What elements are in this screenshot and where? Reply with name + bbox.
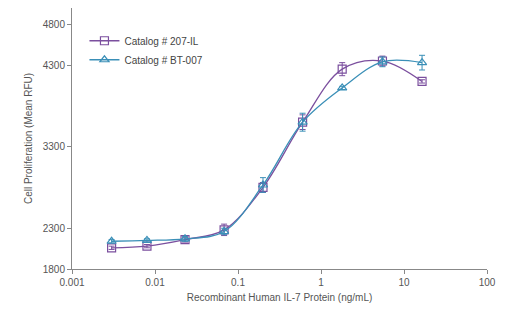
svg-text:Cell Proliferation (Mean RFU): Cell Proliferation (Mean RFU) bbox=[23, 73, 34, 204]
svg-text:4800: 4800 bbox=[43, 19, 66, 30]
svg-text:0.001: 0.001 bbox=[59, 277, 84, 288]
svg-text:3300: 3300 bbox=[43, 141, 66, 152]
svg-text:1: 1 bbox=[318, 277, 324, 288]
svg-text:0.01: 0.01 bbox=[145, 277, 165, 288]
svg-text:100: 100 bbox=[479, 277, 496, 288]
svg-text:2300: 2300 bbox=[43, 223, 66, 234]
svg-text:Catalog # 207-IL: Catalog # 207-IL bbox=[124, 36, 198, 47]
svg-text:4300: 4300 bbox=[43, 60, 66, 71]
svg-text:Catalog # BT-007: Catalog # BT-007 bbox=[124, 55, 202, 66]
svg-text:1800: 1800 bbox=[43, 264, 66, 275]
svg-text:10: 10 bbox=[398, 277, 410, 288]
svg-text:0.1: 0.1 bbox=[231, 277, 245, 288]
svg-text:Recombinant Human IL-7 Protein: Recombinant Human IL-7 Protein (ng/mL) bbox=[187, 292, 373, 303]
